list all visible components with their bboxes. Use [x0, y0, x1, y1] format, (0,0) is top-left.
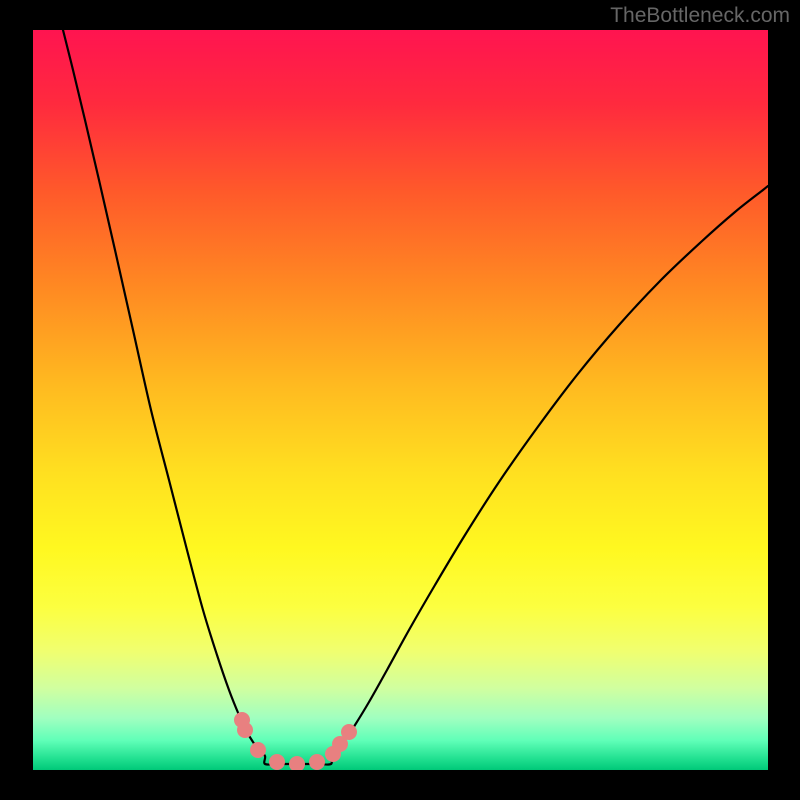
- v-curve: [63, 30, 768, 765]
- marker-dot: [341, 724, 357, 740]
- marker-dot: [309, 754, 325, 770]
- chart-container: TheBottleneck.com: [0, 0, 800, 800]
- marker-dot: [289, 756, 305, 770]
- plot-area: [33, 30, 768, 770]
- marker-dot: [250, 742, 266, 758]
- marker-dot: [237, 722, 253, 738]
- curve-layer: [33, 30, 768, 770]
- marker-dot: [269, 754, 285, 770]
- watermark-text: TheBottleneck.com: [610, 4, 790, 28]
